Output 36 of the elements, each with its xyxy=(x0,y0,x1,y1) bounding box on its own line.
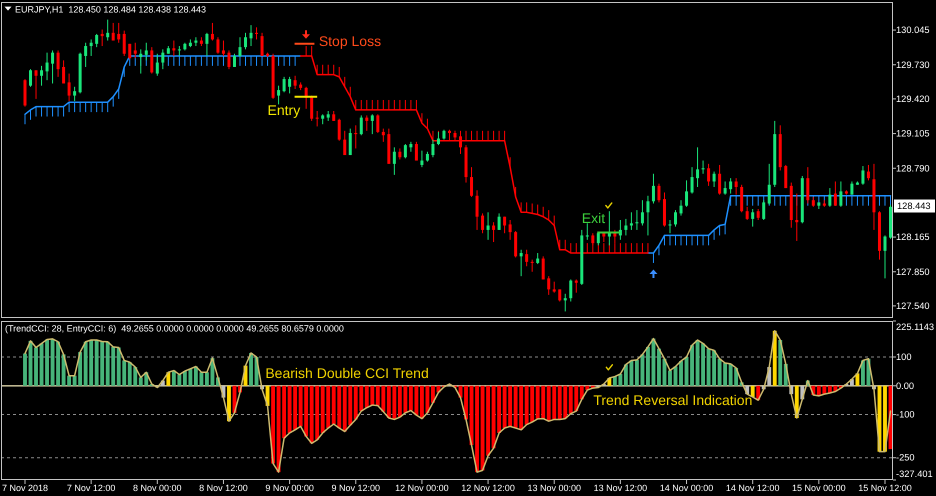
chart-title: EURJPY,H1 128.450 128.484 128.438 128.443 xyxy=(15,4,206,14)
x-tick-label: 8 Nov 00:00 xyxy=(133,483,182,493)
y-tick-label: 130.045 xyxy=(896,25,930,36)
annotation: Stop Loss xyxy=(318,32,382,49)
x-tick-label: 14 Nov 00:00 xyxy=(660,483,714,493)
y-tick-label: 0.00 xyxy=(896,380,914,391)
x-tick-label: 12 Nov 00:00 xyxy=(395,483,449,493)
y-tick-label: 225.1143 xyxy=(896,322,934,332)
chart-title: (TrendCCI: 28, EntryCCI: 6) 49.2655 0.0000 0.0000 0.0000 49.2655 80.6579 0.0000 xyxy=(5,324,344,334)
y-tick-label: 129.730 xyxy=(896,60,930,70)
x-tick-label: 14 Nov 12:00 xyxy=(726,483,780,493)
x-tick-label: 9 Nov 00:00 xyxy=(265,483,314,493)
y-tick-label: 127.850 xyxy=(896,266,930,277)
annotation: Trend Reversal Indication xyxy=(593,392,752,408)
x-tick-label: 15 Nov 12:00 xyxy=(858,483,912,493)
annotation: Exit xyxy=(582,210,606,226)
x-tick-label: 13 Nov 12:00 xyxy=(594,483,648,493)
text: 128.443 xyxy=(897,201,931,212)
y-tick-label: 128.790 xyxy=(896,163,930,174)
annotation: Bearish Double CCI Trend xyxy=(265,364,429,381)
annotation: Entry xyxy=(268,102,300,118)
x-tick-label: 15 Nov 00:00 xyxy=(792,483,846,493)
y-tick-label: 129.105 xyxy=(896,128,930,139)
x-tick-label: 12 Nov 12:00 xyxy=(461,483,515,493)
x-tick-label: 8 Nov 12:00 xyxy=(199,483,248,493)
y-tick-label: -327.401 xyxy=(896,469,933,479)
y-tick-label: 129.420 xyxy=(896,94,930,104)
y-tick-label: 128.165 xyxy=(896,232,930,242)
x-tick-label: 9 Nov 12:00 xyxy=(331,483,380,493)
y-tick-label: -100 xyxy=(896,410,915,420)
y-tick-label: 127.540 xyxy=(896,300,930,311)
x-tick-label: 13 Nov 00:00 xyxy=(527,483,581,493)
y-tick-label: 100 xyxy=(896,352,912,362)
x-tick-label: 7 Nov 12:00 xyxy=(66,483,116,493)
y-tick-label: -250 xyxy=(896,452,915,463)
x-tick-label: 7 Nov 2018 xyxy=(2,483,48,493)
